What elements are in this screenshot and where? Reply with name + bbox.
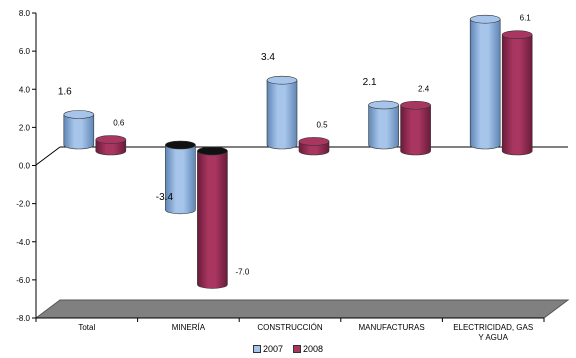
bar-cap-2008-MANUFACTURAS (400, 100, 431, 110)
bar-2007-ELECTRICIDAD, GAS Y AGUA (469, 18, 501, 150)
data-label-2007-Total: 1.6 (58, 87, 72, 98)
data-label-2007-MANUFACTURAS: 2.1 (363, 77, 377, 88)
data-label-2008-MINERÍA: -7.0 (236, 267, 250, 276)
bar-cap-2008-MINERÍA (197, 146, 228, 156)
bar-cap-2007-MINERÍA (165, 140, 196, 150)
data-label-2007-ELECTRICIDAD, GAS Y AGUA: 6.6 (464, 0, 478, 2)
y-tick-label: 2.0 (19, 123, 31, 132)
bar-2008-MANUFACTURAS (400, 104, 431, 156)
legend-swatch-2008 (293, 345, 301, 353)
data-label-2008-Total: 0.6 (113, 119, 125, 128)
x-tick-label: MANUFACTURAS (358, 323, 424, 332)
x-tick-label: CONSTRUCCIÓN (257, 323, 323, 332)
bar-2007-CONSTRUCCIÓN (266, 79, 298, 150)
legend-item-2007: 2007 (252, 344, 283, 354)
bar-cap-2007-CONSTRUCCIÓN (266, 75, 298, 85)
data-label-2008-MANUFACTURAS: 2.4 (418, 84, 430, 93)
bar-2007-MANUFACTURAS (368, 104, 399, 150)
y-tick-label: 6.0 (19, 47, 31, 56)
legend-item-2008: 2008 (293, 344, 323, 354)
legend-label-2007: 2007 (262, 344, 283, 354)
bar-cap-2007-Total (63, 110, 95, 119)
y-tick-label: -8.0 (16, 314, 30, 323)
zero-line-front (35, 146, 61, 166)
y-tick-label: -6.0 (16, 276, 30, 285)
x-tick-label: MINERÍA (172, 323, 206, 332)
x-tick-label: Total (78, 323, 95, 332)
bar-cap-2007-ELECTRICIDAD, GAS Y AGUA (469, 14, 501, 24)
x-tick-label: Y AGUA (478, 333, 508, 342)
bar-cap-2008-ELECTRICIDAD, GAS Y AGUA (501, 30, 533, 40)
bar-cap-2007-MANUFACTURAS (368, 100, 399, 110)
legend: 2007 2008 (0, 342, 576, 356)
bar-2008-Total (95, 139, 127, 156)
bar-2007-MINERÍA (165, 144, 196, 215)
bar-cap-2008-CONSTRUCCIÓN (298, 137, 330, 146)
y-tick-label: 0.0 (19, 162, 31, 171)
data-label-2008-ELECTRICIDAD, GAS Y AGUA: 6.1 (520, 14, 532, 23)
chart-floor (34, 299, 570, 319)
bar-2008-MINERÍA (197, 150, 228, 289)
y-tick-label: -2.0 (16, 200, 30, 209)
y-tick-label: 8.0 (19, 9, 31, 18)
data-label-2007-CONSTRUCCIÓN: 3.4 (261, 52, 275, 63)
y-tick-label: -4.0 (16, 238, 30, 247)
bar-2007-Total (63, 114, 95, 150)
y-tick-label: 4.0 (19, 85, 31, 94)
legend-label-2008: 2008 (303, 344, 324, 354)
bar-2008-ELECTRICIDAD, GAS Y AGUA (501, 34, 533, 156)
bar-cap-2008-Total (95, 135, 127, 144)
data-label-2008-CONSTRUCCIÓN: 0.5 (316, 120, 328, 129)
x-tick-label: ELECTRICIDAD, GAS (453, 323, 533, 332)
legend-swatch-2007 (252, 345, 261, 353)
data-label-2007-MINERÍA: -3.4 (156, 192, 174, 203)
